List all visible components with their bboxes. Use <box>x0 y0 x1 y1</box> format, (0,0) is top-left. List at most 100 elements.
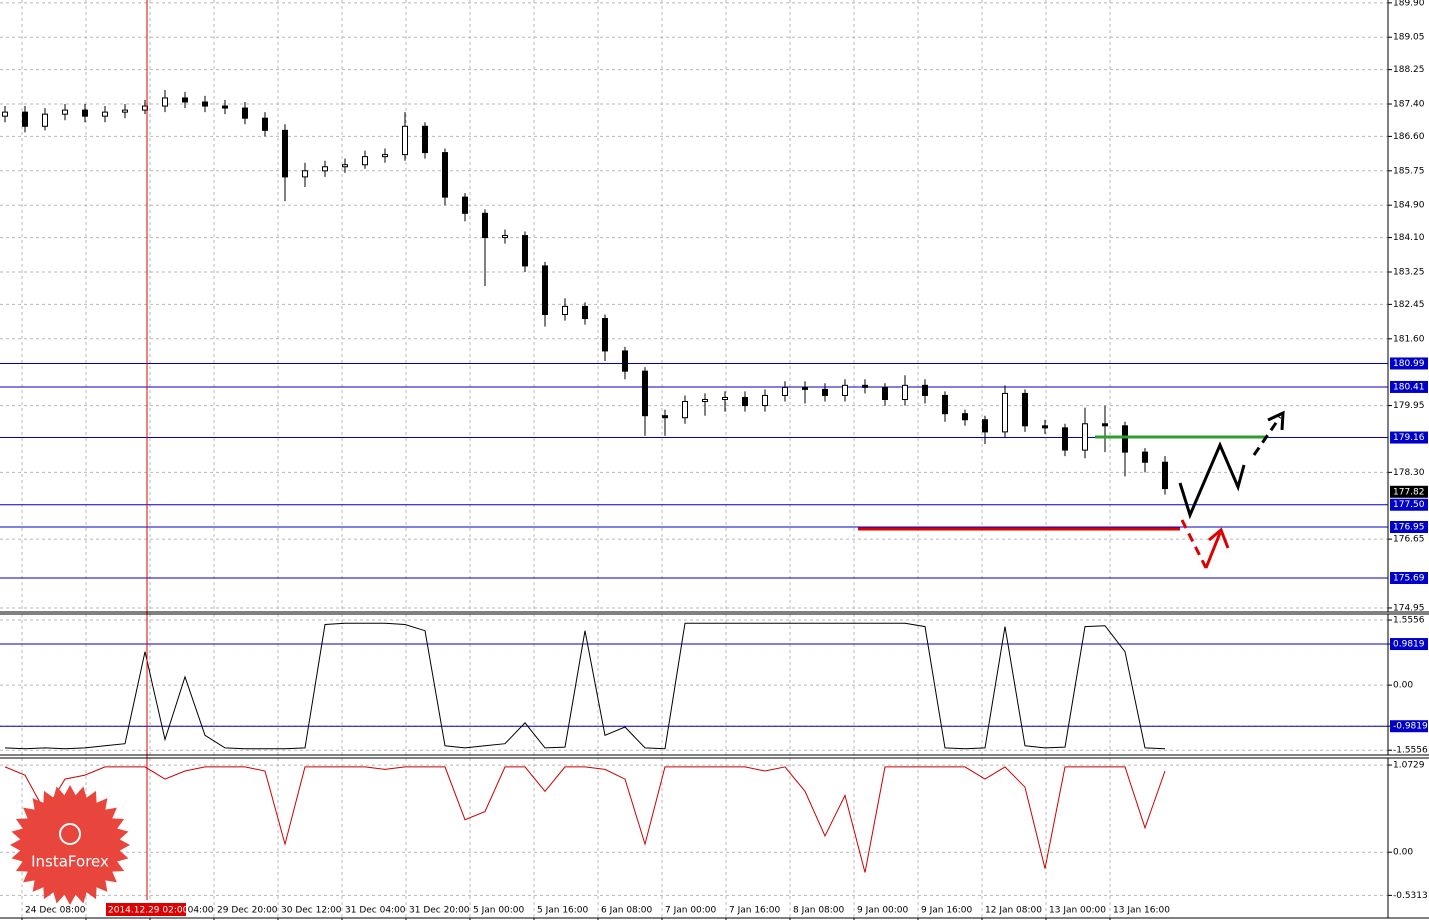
level-label-box <box>1390 720 1428 733</box>
candle-body <box>702 399 708 403</box>
candle-body <box>302 170 308 178</box>
alt-path <box>1204 532 1222 569</box>
level-label: 175.69 <box>1393 574 1425 584</box>
candle-body <box>742 396 748 407</box>
indicator-line <box>4 766 1166 873</box>
candle-body <box>762 394 768 407</box>
x-tick-label: 29 Dec 20:00 <box>217 906 278 916</box>
y-tick-label: 178.30 <box>1393 468 1425 478</box>
candle-body <box>1062 427 1068 451</box>
candle-body <box>722 396 728 401</box>
candle-body <box>162 97 168 107</box>
forecast-arrow <box>1267 410 1285 431</box>
candle-body <box>222 105 228 109</box>
level-layer <box>0 362 1388 727</box>
level-label-box <box>1390 380 1428 393</box>
level-label-box <box>1390 498 1428 511</box>
level-label-box <box>1390 521 1428 533</box>
candle-body <box>1042 425 1048 429</box>
y-tick-label: 184.90 <box>1393 201 1425 211</box>
y-tick-label: 185.75 <box>1393 166 1425 176</box>
candle-body <box>482 212 488 239</box>
candle-body <box>902 384 908 401</box>
logo-icon <box>59 823 81 845</box>
candle-body <box>822 388 828 396</box>
candle-body <box>182 97 188 103</box>
level-label: 177.50 <box>1393 500 1425 510</box>
candle-body <box>1082 423 1088 451</box>
candle-body <box>962 413 968 421</box>
x-tick-label: 7 Jan 00:00 <box>665 906 717 916</box>
candle-body <box>342 164 348 168</box>
candle-body <box>602 318 608 352</box>
level-label-box <box>1390 431 1428 444</box>
annotations <box>858 410 1285 569</box>
x-tick-label: 6 Jan 08:00 <box>601 906 653 916</box>
y-tick-label: 189.05 <box>1393 33 1425 43</box>
y-tick-label: 176.65 <box>1393 535 1425 545</box>
candle-body <box>1142 451 1148 463</box>
y-tick-label: 0.00 <box>1393 681 1413 691</box>
candle-body <box>942 394 948 415</box>
y-tick-label: -0.5313 <box>1393 891 1428 901</box>
candle-body <box>62 109 68 115</box>
x-tick-label: 12 Jan 08:00 <box>985 906 1042 916</box>
level-label: 0.9819 <box>1393 640 1425 650</box>
candle-body <box>862 384 868 388</box>
candle-body <box>462 196 468 214</box>
level-label-box <box>1390 638 1428 651</box>
x-tick-label: 30 Dec 12:00 <box>281 906 342 916</box>
candle-body <box>802 386 808 390</box>
price-label: 177.82 <box>1393 487 1425 497</box>
candle-body <box>522 235 528 267</box>
x-tick-label: 31 Dec 04:00 <box>345 906 406 916</box>
price-label-box <box>1390 485 1428 498</box>
forecast-path <box>1178 441 1246 520</box>
level-label: 180.99 <box>1393 359 1425 369</box>
candle-body <box>662 415 668 419</box>
y-tick-label: 1.5556 <box>1393 616 1425 626</box>
alt-arrow <box>1208 527 1230 549</box>
logo: InstaForex <box>10 785 130 905</box>
candle-body <box>562 305 568 315</box>
candle-body <box>382 154 388 158</box>
level-label: 180.41 <box>1393 382 1425 392</box>
candle-body <box>542 265 548 315</box>
x-tick-label: 7 Jan 16:00 <box>729 906 781 916</box>
candle-body <box>422 125 428 154</box>
candle-body <box>1002 392 1008 433</box>
indicator-line <box>4 622 1166 750</box>
candle-body <box>442 152 448 198</box>
candle-body <box>262 117 268 131</box>
mark-layer <box>2 89 1168 873</box>
x-tick-label: 9 Jan 00:00 <box>857 906 909 916</box>
x-tick-label: 13 Jan 00:00 <box>1049 906 1106 916</box>
y-tick-label: 179.95 <box>1393 401 1425 411</box>
y-tick-label: 183.25 <box>1393 268 1425 278</box>
y-tick-label: 187.40 <box>1393 100 1425 110</box>
x-tick-label: 5 Jan 00:00 <box>473 906 525 916</box>
candle-body <box>402 125 408 156</box>
candle-body <box>1122 425 1128 453</box>
candle-body <box>842 384 848 396</box>
x-tick-label: 31 Dec 20:00 <box>409 906 470 916</box>
x-tick-label: 5 Jan 16:00 <box>537 906 589 916</box>
candle-body <box>622 350 628 372</box>
candle-body <box>122 109 128 113</box>
y-tick-label: 186.60 <box>1393 132 1425 142</box>
candle-body <box>242 107 248 119</box>
candle-body <box>682 401 688 419</box>
candle-body <box>282 129 288 178</box>
y-tick-label: 189.90 <box>1393 0 1425 8</box>
y-tick-label: 1.0729 <box>1393 761 1425 771</box>
alt-path-dashed <box>1180 519 1208 569</box>
cursor-label: 2014.12.29 02:00 <box>108 906 189 916</box>
x-tick-label: 9 Jan 16:00 <box>921 906 973 916</box>
level-label: 176.95 <box>1393 523 1425 533</box>
level-label-box <box>1390 572 1428 584</box>
candle-body <box>42 113 48 127</box>
logo-text: InstaForex <box>31 853 109 871</box>
